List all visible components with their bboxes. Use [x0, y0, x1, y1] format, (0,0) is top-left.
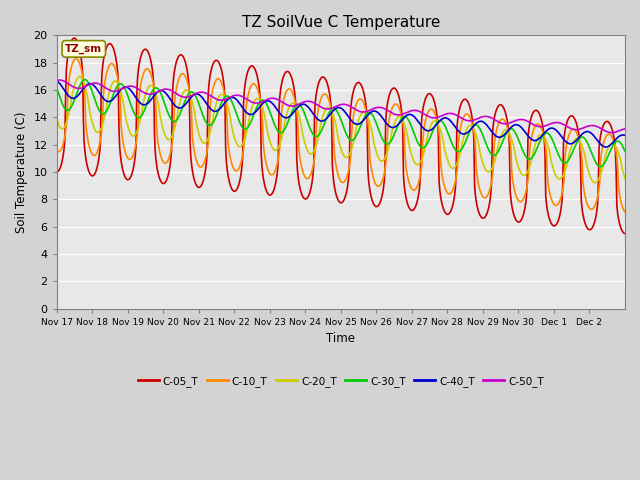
C-20_T: [591, 180, 599, 185]
C-30_T: [401, 114, 408, 120]
C-40_T: [224, 96, 232, 102]
C-05_T: [401, 182, 408, 188]
C-20_T: [253, 96, 260, 102]
C-40_T: [621, 132, 629, 138]
Text: TZ_sm: TZ_sm: [65, 44, 102, 54]
C-50_T: [401, 111, 408, 117]
C-10_T: [120, 145, 128, 151]
C-20_T: [401, 121, 408, 127]
C-20_T: [53, 116, 61, 121]
C-20_T: [225, 107, 232, 112]
C-50_T: [275, 97, 282, 103]
C-10_T: [432, 114, 440, 120]
C-50_T: [225, 95, 232, 101]
C-40_T: [120, 85, 127, 91]
C-05_T: [275, 157, 282, 163]
C-40_T: [431, 123, 439, 129]
C-30_T: [120, 84, 128, 90]
C-50_T: [608, 130, 616, 135]
C-40_T: [53, 78, 61, 84]
Line: C-20_T: C-20_T: [57, 76, 625, 182]
C-10_T: [275, 156, 282, 162]
C-05_T: [432, 107, 440, 112]
C-50_T: [120, 85, 128, 91]
Title: TZ SoilVue C Temperature: TZ SoilVue C Temperature: [242, 15, 440, 30]
C-20_T: [432, 119, 440, 124]
C-40_T: [252, 108, 260, 114]
C-50_T: [253, 100, 260, 106]
C-05_T: [225, 176, 232, 181]
C-40_T: [602, 144, 609, 150]
Line: C-30_T: C-30_T: [57, 80, 625, 167]
Line: C-05_T: C-05_T: [57, 38, 625, 234]
Y-axis label: Soil Temperature (C): Soil Temperature (C): [15, 111, 28, 233]
C-05_T: [120, 172, 128, 178]
C-50_T: [432, 115, 440, 120]
Line: C-10_T: C-10_T: [57, 59, 625, 212]
C-10_T: [253, 84, 260, 90]
C-10_T: [72, 56, 80, 61]
C-20_T: [621, 176, 629, 181]
C-20_T: [76, 73, 83, 79]
C-20_T: [275, 145, 282, 151]
C-40_T: [274, 107, 282, 113]
C-05_T: [621, 231, 629, 237]
C-05_T: [70, 35, 78, 41]
Line: C-50_T: C-50_T: [57, 80, 625, 132]
C-50_T: [56, 77, 63, 83]
C-10_T: [53, 147, 61, 153]
C-10_T: [621, 209, 629, 215]
C-40_T: [399, 116, 407, 121]
C-30_T: [596, 164, 604, 169]
C-50_T: [53, 78, 61, 84]
C-30_T: [432, 121, 440, 127]
Legend: C-05_T, C-10_T, C-20_T, C-30_T, C-40_T, C-50_T: C-05_T, C-10_T, C-20_T, C-30_T, C-40_T, …: [134, 372, 548, 391]
C-05_T: [253, 72, 260, 77]
C-20_T: [120, 105, 128, 111]
C-05_T: [53, 169, 61, 175]
C-50_T: [621, 126, 629, 132]
C-30_T: [225, 94, 232, 99]
Line: C-40_T: C-40_T: [57, 81, 625, 147]
C-10_T: [225, 144, 232, 150]
C-30_T: [275, 129, 282, 134]
C-30_T: [253, 104, 260, 110]
C-30_T: [81, 77, 89, 83]
C-30_T: [621, 148, 629, 154]
C-10_T: [401, 131, 408, 136]
X-axis label: Time: Time: [326, 332, 355, 345]
C-30_T: [53, 85, 61, 91]
